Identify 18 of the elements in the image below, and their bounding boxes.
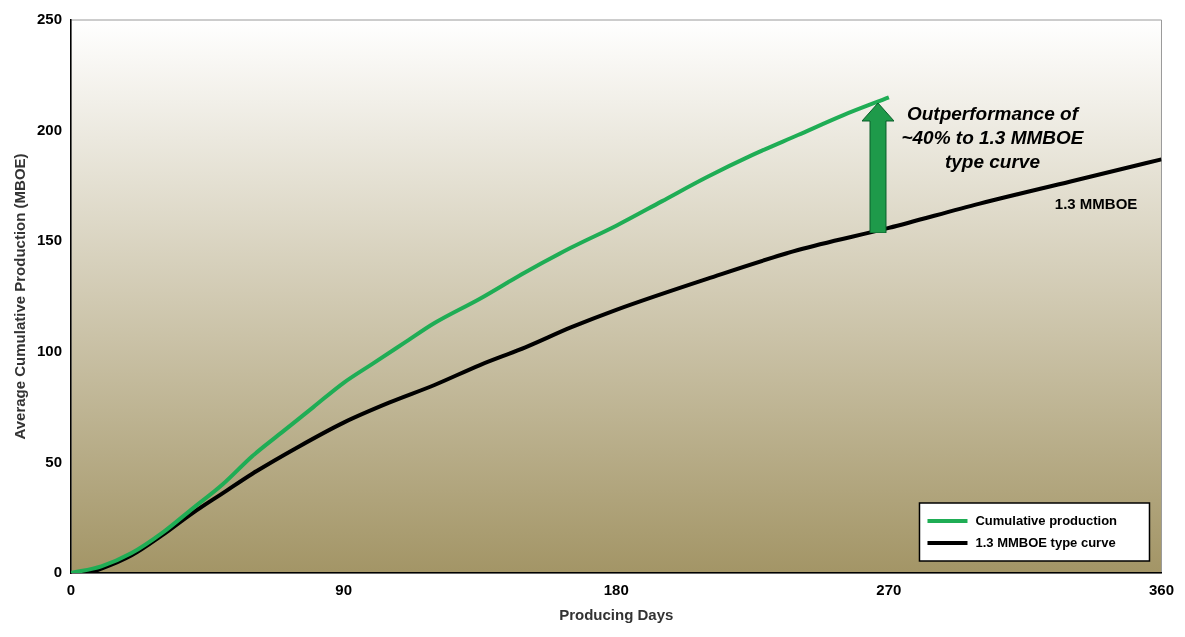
legend-label: Cumulative production	[975, 512, 1118, 528]
line-series	[71, 95, 891, 573]
x-tick-label: 0	[66, 581, 76, 599]
y-axis-title: Average Cumulative Production (MBOE)	[11, 153, 29, 440]
x-tick-label: 180	[603, 581, 629, 599]
annotation: 1.3 MMBOE	[1054, 195, 1138, 213]
y-tick-label: 250	[37, 10, 63, 28]
y-tick-label: 150	[37, 231, 63, 249]
y-tick-label: 50	[45, 452, 63, 470]
x-tick-label: 360	[1148, 581, 1174, 599]
x-tick-label: 90	[335, 581, 352, 599]
y-tick-label: 0	[53, 563, 63, 581]
x-tick-label: 270	[876, 581, 902, 599]
annotation: Outperformance of ~40% to 1.3 MMBOE type curve	[901, 103, 1085, 173]
x-axis-title: Producing Days	[559, 606, 674, 624]
y-tick-label: 200	[37, 120, 63, 138]
legend-label: 1.3 MMBOE type curve	[975, 534, 1116, 550]
y-tick-label: 100	[37, 341, 63, 359]
